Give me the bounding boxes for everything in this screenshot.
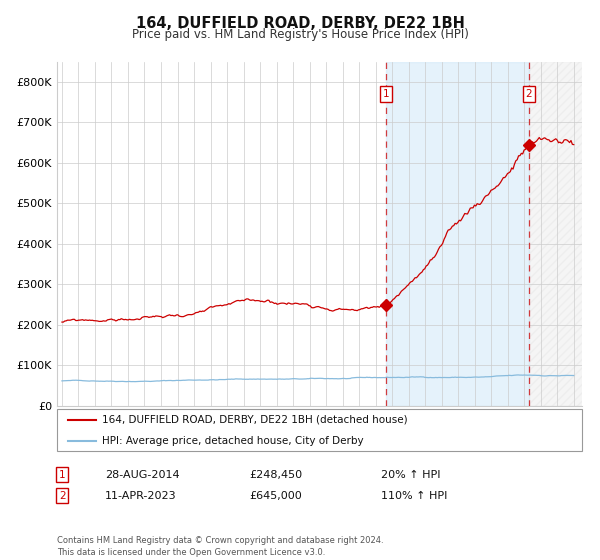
Text: 11-APR-2023: 11-APR-2023	[105, 491, 176, 501]
Text: 164, DUFFIELD ROAD, DERBY, DE22 1BH: 164, DUFFIELD ROAD, DERBY, DE22 1BH	[136, 16, 464, 31]
Text: 2: 2	[526, 89, 532, 99]
Text: 164, DUFFIELD ROAD, DERBY, DE22 1BH (detached house): 164, DUFFIELD ROAD, DERBY, DE22 1BH (det…	[102, 415, 407, 425]
Text: Price paid vs. HM Land Registry's House Price Index (HPI): Price paid vs. HM Land Registry's House …	[131, 28, 469, 41]
Text: 1: 1	[383, 89, 389, 99]
Text: 1: 1	[59, 470, 65, 480]
Text: 20% ↑ HPI: 20% ↑ HPI	[381, 470, 440, 480]
Text: Contains HM Land Registry data © Crown copyright and database right 2024.
This d: Contains HM Land Registry data © Crown c…	[57, 536, 383, 557]
Text: 2: 2	[59, 491, 65, 501]
Text: £645,000: £645,000	[249, 491, 302, 501]
Text: £248,450: £248,450	[249, 470, 302, 480]
Text: HPI: Average price, detached house, City of Derby: HPI: Average price, detached house, City…	[102, 436, 364, 446]
Bar	[529, 62, 590, 406]
Text: 28-AUG-2014: 28-AUG-2014	[105, 470, 179, 480]
Bar	[386, 62, 529, 406]
Text: 110% ↑ HPI: 110% ↑ HPI	[381, 491, 448, 501]
